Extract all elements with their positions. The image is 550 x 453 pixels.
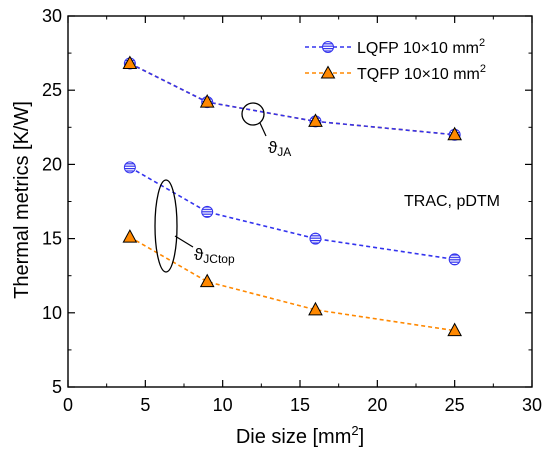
- data-point-triangle: [308, 113, 323, 127]
- y-tick-label: 5: [52, 377, 62, 397]
- legend: LQFP 10×10 mm2 TQFP 10×10 mm2: [305, 37, 486, 83]
- annotation-jctop-ellipse: [154, 179, 178, 273]
- data-point-triangle: [122, 229, 138, 243]
- data-point-triangle: [199, 94, 215, 108]
- legend-marker-tqfp: [320, 65, 336, 79]
- annotation-ja-label: ϑJA: [268, 138, 291, 159]
- y-tick-label: 10: [42, 303, 62, 323]
- x-tick-label: 25: [445, 395, 465, 415]
- data-point-triangle: [447, 126, 463, 141]
- series-line-circle-JCtop: [129, 166, 455, 261]
- annotation-ja-leader: [259, 122, 267, 137]
- y-tick-label: 25: [42, 80, 62, 100]
- y-tick-label: 30: [42, 6, 62, 26]
- data-point-triangle: [199, 273, 215, 288]
- annotation-ja: ϑJA: [241, 102, 291, 159]
- annotation-method: TRAC, pDTM: [404, 193, 500, 210]
- x-tick-label: 10: [213, 395, 233, 415]
- annotation-jctop-label: ϑJCtop: [194, 245, 235, 266]
- legend-label-tqfp: TQFP 10×10 mm2: [357, 63, 486, 83]
- annotation-jctop: ϑJCtop: [154, 179, 235, 273]
- x-tick-label: 0: [63, 395, 73, 415]
- annotation-ja-circle: [241, 102, 265, 126]
- x-tick-label: 30: [522, 395, 542, 415]
- legend-label-lqfp: LQFP 10×10 mm2: [357, 37, 485, 57]
- data-point-circle: [201, 205, 214, 218]
- y-axis-label: Thermal metrics [K/W]: [11, 101, 33, 299]
- legend-item-tqfp: TQFP 10×10 mm2: [305, 63, 486, 83]
- series-layer: [122, 55, 463, 337]
- legend-item-lqfp: LQFP 10×10 mm2: [305, 37, 485, 57]
- y-tick-label: 15: [42, 229, 62, 249]
- data-point-circle: [123, 161, 136, 174]
- series-line-circle-JA: [129, 62, 455, 136]
- data-point-circle: [309, 232, 322, 245]
- data-point-circle: [448, 253, 461, 266]
- series-line-triangle-JCtop: [129, 236, 455, 332]
- data-point-triangle: [308, 301, 323, 316]
- data-point-triangle: [122, 55, 138, 69]
- annotation-jctop-leader: [174, 235, 194, 248]
- x-axis-label: Die size [mm2]: [236, 423, 364, 448]
- legend-marker-lqfp: [322, 41, 334, 53]
- x-tick-label: 20: [367, 395, 387, 415]
- data-point-triangle: [447, 322, 463, 337]
- x-tick-label: 15: [290, 395, 310, 415]
- x-tick-label: 5: [140, 395, 150, 415]
- y-tick-label: 20: [42, 154, 62, 174]
